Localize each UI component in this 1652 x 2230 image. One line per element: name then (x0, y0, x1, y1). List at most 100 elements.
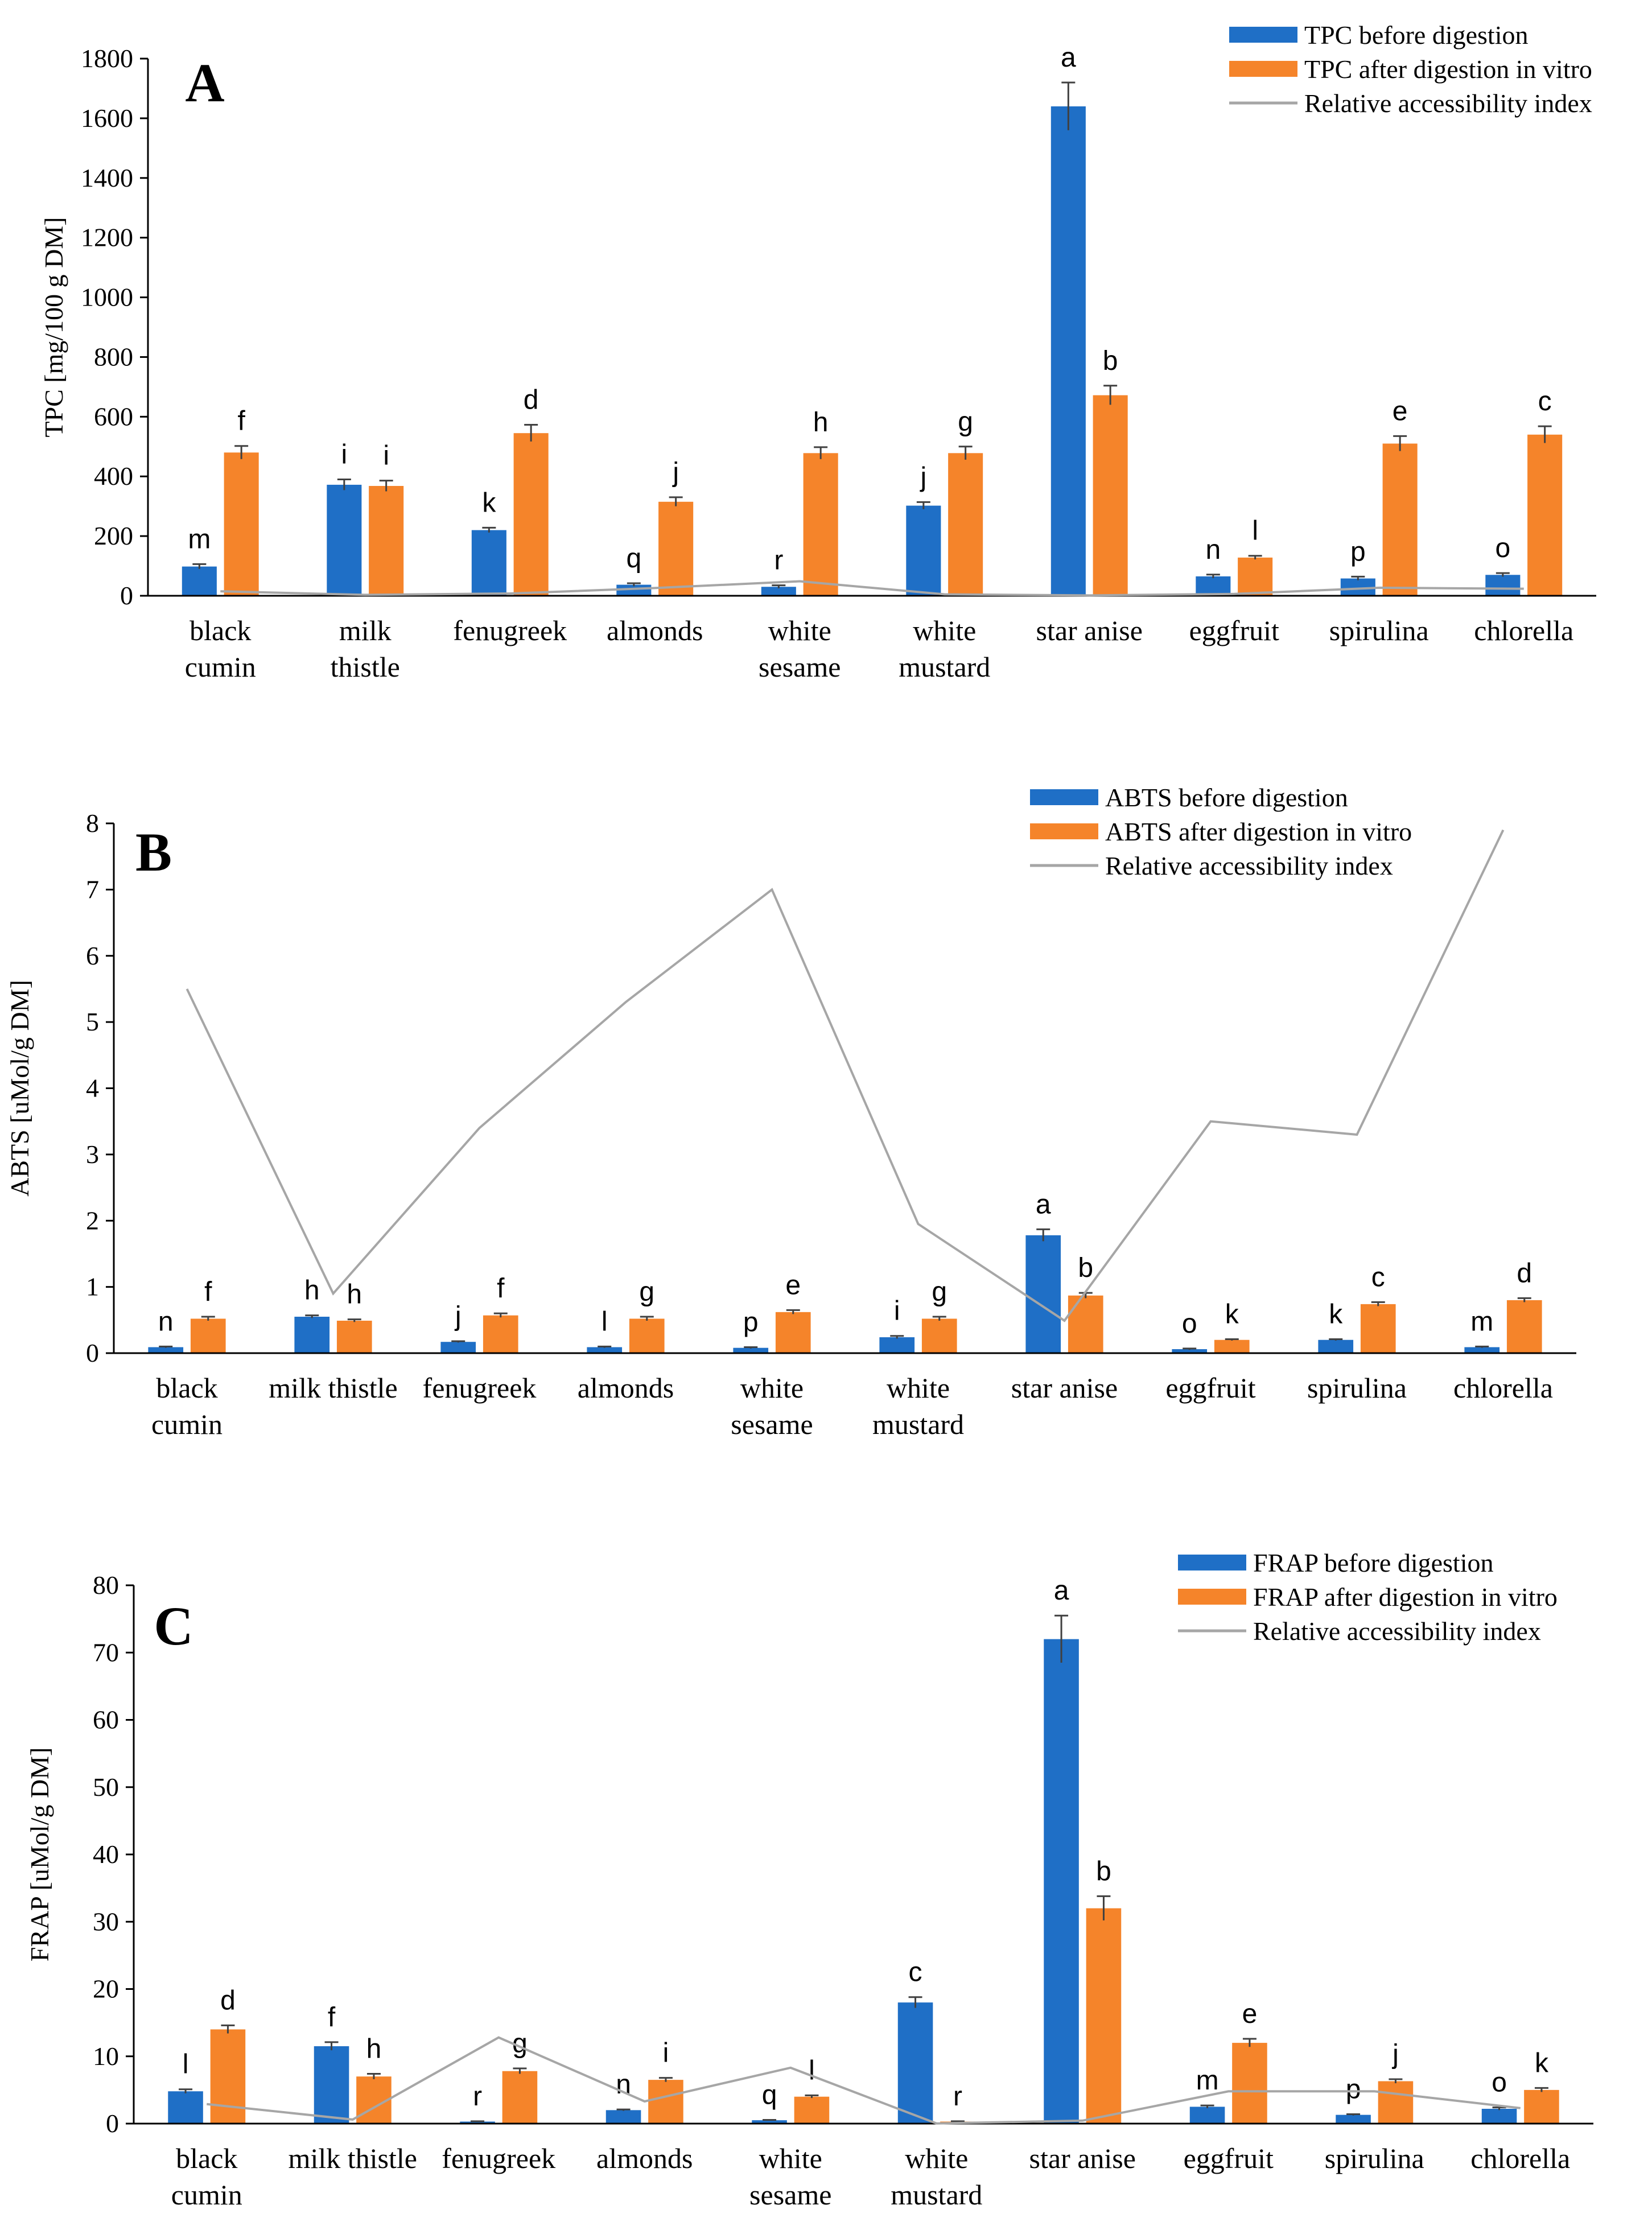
significance-letter: f (328, 2002, 336, 2033)
significance-letter: f (237, 406, 245, 436)
category-label-line: black (156, 1372, 217, 1404)
category-label-line: black (176, 2142, 237, 2174)
significance-letter: i (894, 1296, 900, 1326)
significance-letter: i (663, 2038, 669, 2068)
y-tick-label: 20 (93, 1975, 119, 2004)
significance-letter: h (813, 407, 829, 438)
y-tick-label: 80 (93, 1571, 119, 1600)
bar-after-digestion (794, 2096, 830, 2124)
category-label-line: almonds (607, 615, 703, 646)
legend-label: FRAP after digestion in vitro (1253, 1582, 1558, 1611)
bar-before-digestion (168, 2091, 203, 2124)
bar-before-digestion (761, 587, 796, 596)
panel-a-tpc-chart: 0 200 400 600 800 1000 1200 1400 1600 1800 TPC [mg… (39, 20, 1596, 683)
bar-before-digestion (1196, 576, 1231, 596)
significance-letter: b (1078, 1253, 1093, 1283)
significance-letter: j (920, 462, 927, 492)
significance-letter: l (183, 2050, 189, 2080)
significance-letter: h (347, 1280, 362, 1310)
y-tick-label: 1400 (81, 163, 133, 192)
category-label: chlorella (1474, 615, 1573, 646)
bar-before-digestion (327, 484, 362, 596)
y-tick-label: 1800 (81, 44, 133, 73)
bar-before-digestion (148, 1347, 184, 1353)
category-label-line: eggfruit (1189, 615, 1279, 646)
significance-letter: p (743, 1308, 759, 1338)
category-label-line: sesame (731, 1408, 813, 1440)
bar-before-digestion (294, 1316, 330, 1353)
bar-after-digestion (1214, 1339, 1250, 1353)
legend-label: FRAP before digestion (1253, 1548, 1494, 1577)
significance-letter: o (1182, 1309, 1197, 1339)
significance-letter: j (1391, 2039, 1399, 2070)
significance-letter: k (482, 488, 496, 518)
significance-letter: n (158, 1306, 174, 1337)
significance-letter: h (304, 1276, 320, 1306)
bar-after-digestion (1382, 443, 1418, 596)
bar-before-digestion (182, 566, 217, 596)
category-label: black cumin (171, 2142, 242, 2211)
bar-before-digestion (897, 2002, 933, 2124)
significance-letter: m (188, 524, 211, 554)
category-label-line: cumin (185, 651, 256, 683)
bar-before-digestion (1485, 575, 1521, 596)
bar-after-digestion (369, 486, 404, 596)
significance-letter: a (1036, 1189, 1051, 1219)
category-label-line: white (768, 615, 831, 646)
y-tick-label: 60 (93, 1705, 119, 1734)
y-tick-label: 0 (86, 1338, 99, 1367)
bar-before-digestion (1189, 2107, 1225, 2124)
category-label: white mustard (891, 2142, 982, 2211)
category-label: chlorella (1453, 1372, 1553, 1404)
bar-after-digestion (224, 452, 259, 596)
category-label: chlorella (1470, 2142, 1570, 2174)
category-label-line: milk (339, 615, 392, 646)
bar-before-digestion (1025, 1235, 1061, 1353)
bar-before-digestion (1318, 1339, 1354, 1353)
significance-letter: k (1225, 1300, 1239, 1330)
bar-after-digestion (502, 2071, 538, 2124)
legend-swatch (1229, 61, 1297, 77)
bar-before-digestion (1044, 1639, 1079, 2124)
bar-after-digestion (1524, 2089, 1559, 2124)
significance-letter: e (785, 1270, 801, 1300)
category-label: black cumin (185, 615, 256, 683)
significance-letter: e (1393, 396, 1408, 426)
bar-after-digestion (629, 1318, 665, 1353)
category-label-line: mustard (899, 651, 990, 683)
category-label-line: almonds (596, 2142, 693, 2174)
significance-letter: l (1252, 516, 1258, 546)
bar-before-digestion (460, 2121, 495, 2124)
category-label-line: star anise (1036, 615, 1143, 646)
bar-after-digestion (658, 501, 694, 596)
category-label-line: eggfruit (1165, 1372, 1255, 1404)
bar-after-digestion (1068, 1295, 1103, 1353)
y-tick-label: 0 (106, 2109, 119, 2138)
category-label-line: spirulina (1329, 615, 1429, 646)
significance-letter: j (671, 457, 679, 488)
category-label: star anise (1029, 2142, 1136, 2174)
bar-before-digestion (471, 530, 506, 596)
significance-letter: d (524, 385, 539, 415)
category-label-line: white (740, 1372, 804, 1404)
y-tick-label: 10 (93, 2042, 119, 2071)
category-label-line: star anise (1029, 2142, 1136, 2174)
category-label: spirulina (1307, 1372, 1407, 1404)
legend-label: Relative accessibility index (1253, 1617, 1541, 1646)
category-label: white mustard (899, 615, 990, 683)
y-tick-label: 3 (86, 1140, 99, 1169)
significance-letter: a (1061, 43, 1076, 73)
category-label-line: white (913, 615, 976, 646)
y-axis-title: ABTS [uMol/g DM] (5, 980, 34, 1197)
significance-letter: c (1538, 386, 1552, 417)
panel-letter: C (154, 1596, 193, 1656)
category-label: almonds (607, 615, 703, 646)
bar-after-digestion (1506, 1300, 1542, 1353)
y-tick-label: 4 (86, 1074, 99, 1103)
relative-accessibility-line (220, 580, 1524, 597)
significance-letter: r (774, 546, 783, 576)
significance-letter: g (639, 1277, 654, 1307)
category-label-line: fenugreek (453, 615, 567, 646)
category-label-line: mustard (891, 2179, 982, 2211)
